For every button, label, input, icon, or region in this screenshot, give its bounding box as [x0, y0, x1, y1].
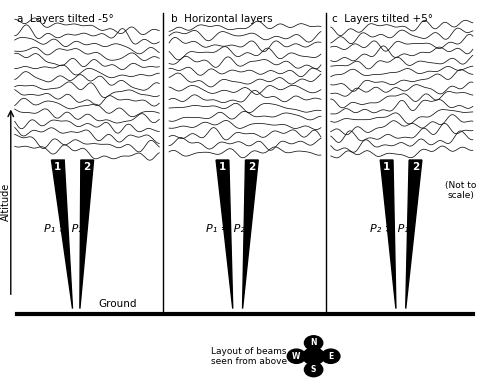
Text: a  Layers tilted -5°: a Layers tilted -5° [17, 14, 114, 24]
Text: W: W [292, 352, 301, 361]
Text: Ground: Ground [98, 299, 137, 309]
Circle shape [287, 349, 306, 363]
Text: c  Layers tilted +5°: c Layers tilted +5° [332, 14, 433, 24]
Text: 1: 1 [219, 162, 226, 172]
Text: P₂ > P₁: P₂ > P₁ [370, 224, 409, 234]
Text: 2: 2 [84, 162, 91, 172]
Text: 2: 2 [412, 162, 419, 172]
Polygon shape [216, 160, 233, 309]
Text: S: S [311, 365, 316, 374]
Text: N: N [310, 338, 317, 347]
Text: P₁ > P₂: P₁ > P₂ [44, 224, 83, 234]
Text: P₁ = P₂: P₁ = P₂ [206, 224, 245, 234]
Circle shape [304, 336, 323, 350]
Text: E: E [328, 352, 333, 361]
Circle shape [321, 349, 340, 363]
Text: b  Horizontal layers: b Horizontal layers [171, 14, 272, 24]
Circle shape [303, 348, 324, 365]
Text: Layout of beams
seen from above: Layout of beams seen from above [211, 347, 287, 366]
Text: 1: 1 [54, 162, 61, 172]
Polygon shape [406, 160, 422, 309]
Polygon shape [51, 160, 73, 309]
Polygon shape [243, 160, 258, 309]
Text: 2: 2 [248, 162, 255, 172]
Polygon shape [380, 160, 396, 309]
Circle shape [304, 362, 323, 377]
Text: (Not to
scale): (Not to scale) [445, 181, 476, 200]
Text: Altitude: Altitude [1, 183, 11, 221]
Text: 1: 1 [383, 162, 390, 172]
Polygon shape [80, 160, 94, 309]
